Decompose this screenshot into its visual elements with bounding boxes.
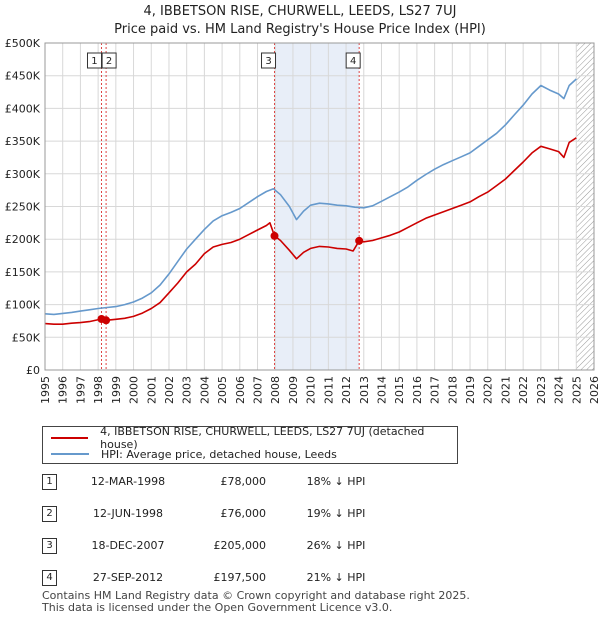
transaction-hpi-diff: 26% ↓ HPI xyxy=(306,539,366,552)
legend-item-hpi: HPI: Average price, detached house, Leed… xyxy=(51,447,337,461)
footer-attribution: Contains HM Land Registry data © Crown c… xyxy=(42,590,470,614)
sale-number-box xyxy=(261,52,277,69)
sale-number-box xyxy=(101,52,117,69)
x-tick-label: 2016 xyxy=(411,376,424,404)
table-row: 3 18-DEC-2007 £205,000 26% ↓ HPI xyxy=(42,538,462,554)
x-tick-label: 1999 xyxy=(110,376,123,404)
x-tick-label: 2021 xyxy=(499,376,512,404)
x-tick-label: 2017 xyxy=(429,376,442,404)
transaction-date: 12-JUN-1998 xyxy=(92,507,164,520)
legend-swatch-property xyxy=(51,437,89,439)
transaction-price: £76,000 xyxy=(220,507,267,520)
x-tick-label: 1995 xyxy=(39,376,52,404)
y-tick-label: £450K xyxy=(5,70,41,83)
transaction-hpi-diff: 18% ↓ HPI xyxy=(306,475,366,488)
x-tick-label: 2010 xyxy=(305,376,318,404)
chart-title: 4, IBBETSON RISE, CHURWELL, LEEDS, LS27 … xyxy=(143,4,457,19)
y-tick-label: £50K xyxy=(12,331,41,344)
transaction-date: 18-DEC-2007 xyxy=(91,539,165,552)
x-tick-label: 2023 xyxy=(535,376,548,404)
legend-label-hpi: HPI: Average price, detached house, Leed… xyxy=(101,447,337,461)
chart-subtitle: Price paid vs. HM Land Registry's House … xyxy=(114,22,486,37)
sale-number-label: 1 xyxy=(91,56,97,67)
series-line xyxy=(45,137,577,325)
sale-number-box xyxy=(345,52,361,69)
x-tick-label: 2003 xyxy=(181,376,194,404)
y-tick-label: £150K xyxy=(5,266,41,279)
transaction-price: £78,000 xyxy=(220,475,267,488)
table-row: 4 27-SEP-2012 £197,500 21% ↓ HPI xyxy=(42,570,462,586)
x-tick-label: 2018 xyxy=(446,376,459,404)
x-tick-label: 2000 xyxy=(128,376,141,404)
x-tick-label: 2013 xyxy=(358,376,371,404)
transaction-hpi-diff: 19% ↓ HPI xyxy=(306,507,366,520)
footer-line-licence: This data is licensed under the Open Gov… xyxy=(42,601,393,614)
x-tick-label: 1996 xyxy=(57,376,70,404)
transaction-price: £205,000 xyxy=(213,539,267,552)
sale-number-label: 3 xyxy=(265,56,271,67)
transaction-hpi-diff: 21% ↓ HPI xyxy=(306,571,366,584)
x-tick-label: 2005 xyxy=(216,376,229,404)
sale-point xyxy=(355,236,364,245)
x-tick-label: 2011 xyxy=(322,376,335,404)
legend-label-property: 4, IBBETSON RISE, CHURWELL, LEEDS, LS27 … xyxy=(100,425,425,451)
series-line xyxy=(45,78,577,316)
footer-line-copyright: Contains HM Land Registry data © Crown c… xyxy=(42,589,470,602)
x-tick-label: 1998 xyxy=(92,376,105,404)
legend-item-property: 4, IBBETSON RISE, CHURWELL, LEEDS, LS27 … xyxy=(51,425,457,451)
transaction-price: £197,500 xyxy=(213,571,267,584)
y-tick-label: £500K xyxy=(5,37,41,50)
y-tick-label: £250K xyxy=(5,201,41,214)
x-tick-label: 2014 xyxy=(375,376,388,404)
x-tick-label: 2007 xyxy=(252,376,265,404)
x-tick-label: 2020 xyxy=(482,376,495,404)
x-tick-label: 2012 xyxy=(340,376,353,404)
x-tick-label: 2024 xyxy=(553,376,566,404)
price-chart: £0 £50K £100K £150K £200K £250K £300K £350K £400… xyxy=(5,37,600,404)
transaction-marker: 4 xyxy=(42,570,57,586)
transaction-marker: 3 xyxy=(42,538,57,554)
sale-point xyxy=(270,231,279,240)
x-tick-label: 2009 xyxy=(287,376,300,404)
x-tick-label: 2002 xyxy=(163,376,176,404)
x-tick-label: 2015 xyxy=(393,376,406,404)
sale-number-label: 2 xyxy=(106,56,112,67)
table-row: 2 12-JUN-1998 £76,000 19% ↓ HPI xyxy=(42,506,462,522)
transaction-date: 12-MAR-1998 xyxy=(90,475,166,488)
x-tick-label: 1997 xyxy=(74,376,87,404)
transaction-marker: 2 xyxy=(42,506,57,522)
y-tick-label: £400K xyxy=(5,102,41,115)
x-tick-label: 2019 xyxy=(464,376,477,404)
x-tick-label: 2022 xyxy=(517,376,530,404)
x-tick-label: 2025 xyxy=(570,376,583,404)
sale-point xyxy=(102,316,111,325)
plot-border xyxy=(44,42,595,371)
y-tick-label: £300K xyxy=(5,168,41,181)
x-tick-label: 2008 xyxy=(269,376,282,404)
sale-number-label: 4 xyxy=(350,56,356,67)
sale-number-box xyxy=(86,52,102,69)
transaction-marker: 1 xyxy=(42,474,57,490)
transaction-date: 27-SEP-2012 xyxy=(92,571,164,584)
y-tick-label: £350K xyxy=(5,135,41,148)
table-row: 1 12-MAR-1998 £78,000 18% ↓ HPI xyxy=(42,474,462,490)
x-tick-label: 2006 xyxy=(234,376,247,404)
legend-swatch-hpi xyxy=(51,453,89,455)
y-tick-label: £0 xyxy=(26,364,40,377)
x-tick-label: 2001 xyxy=(145,376,158,404)
y-tick-label: £100K xyxy=(5,299,41,312)
chart-legend: 4, IBBETSON RISE, CHURWELL, LEEDS, LS27 … xyxy=(42,425,458,464)
x-tick-label: 2026 xyxy=(588,376,600,404)
y-tick-label: £200K xyxy=(5,233,41,246)
x-tick-label: 2004 xyxy=(198,376,211,404)
series-group xyxy=(45,78,577,325)
